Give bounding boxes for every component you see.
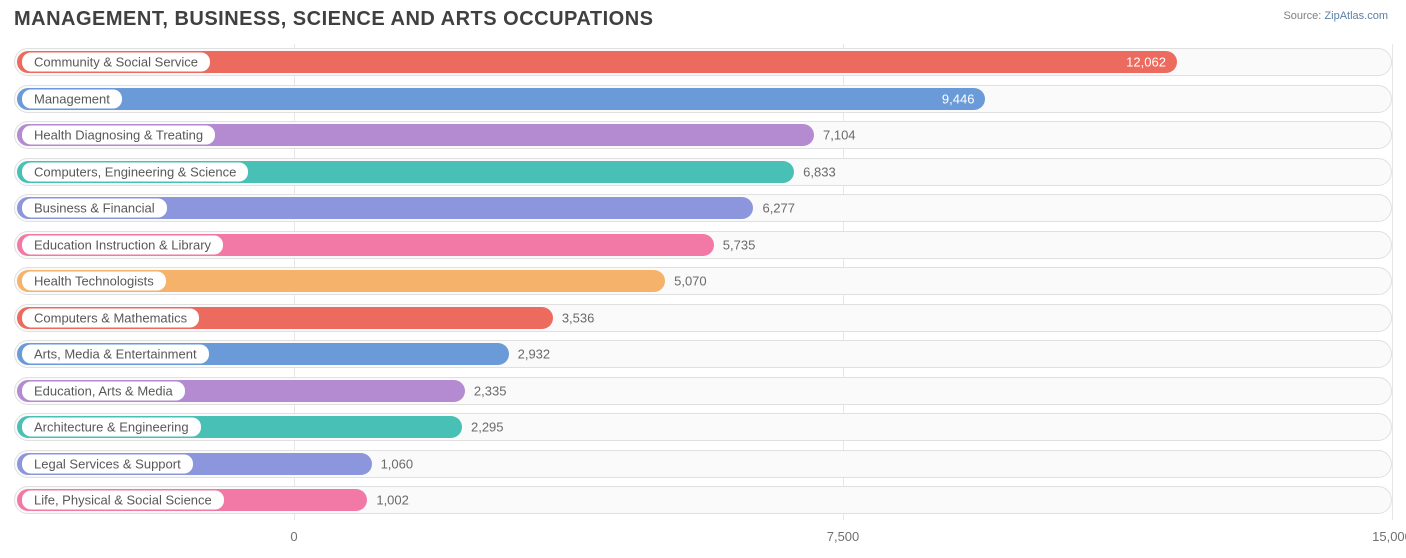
bar-value-label: 6,277: [762, 201, 795, 216]
bar-category-label: Legal Services & Support: [22, 454, 193, 473]
bar-row: Computers, Engineering & Science 6,833: [14, 158, 1392, 186]
chart-title: MANAGEMENT, BUSINESS, SCIENCE AND ARTS O…: [14, 8, 653, 31]
bar-category-label: Arts, Media & Entertainment: [22, 345, 209, 364]
x-axis-tick-label: 15,000: [1372, 529, 1406, 544]
bar-value-label: 1,002: [376, 493, 409, 508]
bar-value-label: 3,536: [562, 310, 595, 325]
bar-row: Life, Physical & Social Science 1,002: [14, 486, 1392, 514]
bar-category-label: Health Technologists: [22, 272, 166, 291]
bar-row: Community & Social Service 12,062: [14, 48, 1392, 76]
bar-value-label: 7,104: [823, 128, 856, 143]
bar-category-label: Life, Physical & Social Science: [22, 491, 224, 510]
chart-area: Community & Social Service 12,062 Manageme…: [14, 44, 1392, 550]
bar-category-label: Community & Social Service: [22, 53, 210, 72]
bar-row: Education, Arts & Media 2,335: [14, 377, 1392, 405]
bar-row: Management 9,446: [14, 85, 1392, 113]
bar-category-label: Computers, Engineering & Science: [22, 162, 248, 181]
grid-line: [1392, 44, 1393, 520]
bar-row: Business & Financial 6,277: [14, 194, 1392, 222]
source-link[interactable]: ZipAtlas.com: [1324, 10, 1388, 22]
bar-value-label: 5,070: [674, 274, 707, 289]
bar-value-label: 2,335: [474, 383, 507, 398]
bar-row: Health Technologists 5,070: [14, 267, 1392, 295]
bar-row: Computers & Mathematics 3,536: [14, 304, 1392, 332]
source-label: Source:: [1283, 10, 1321, 22]
bar-value-label: 12,062: [1126, 55, 1166, 70]
bar-category-label: Business & Financial: [22, 199, 167, 218]
x-axis-tick-label: 7,500: [827, 529, 860, 544]
bar-row: Education Instruction & Library 5,735: [14, 231, 1392, 259]
bar-value-label: 2,932: [518, 347, 551, 362]
bar-value-label: 9,446: [942, 91, 975, 106]
bar-category-label: Computers & Mathematics: [22, 308, 199, 327]
bar-value-label: 2,295: [471, 420, 504, 435]
bar-row: Architecture & Engineering 2,295: [14, 413, 1392, 441]
bar-category-label: Education, Arts & Media: [22, 381, 185, 400]
bar-value-label: 1,060: [381, 456, 414, 471]
bar-category-label: Management: [22, 89, 122, 108]
bar-value-label: 5,735: [723, 237, 756, 252]
bar-category-label: Health Diagnosing & Treating: [22, 126, 215, 145]
x-axis-tick-label: 0: [290, 529, 297, 544]
bar-row: Health Diagnosing & Treating 7,104: [14, 121, 1392, 149]
plot-region: Community & Social Service 12,062 Manageme…: [14, 44, 1392, 520]
bar-category-label: Architecture & Engineering: [22, 418, 201, 437]
bar-fill: [17, 88, 985, 110]
bar-category-label: Education Instruction & Library: [22, 235, 223, 254]
source-attribution: Source: ZipAtlas.com: [1283, 10, 1388, 22]
bar-value-label: 6,833: [803, 164, 836, 179]
bar-row: Arts, Media & Entertainment 2,932: [14, 340, 1392, 368]
bar-row: Legal Services & Support 1,060: [14, 450, 1392, 478]
